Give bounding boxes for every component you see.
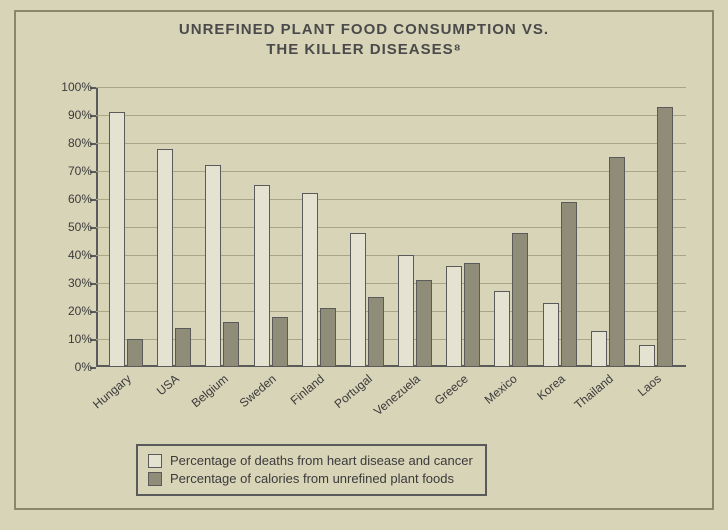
bar-group: Laos [632, 87, 680, 367]
legend-item-deaths: Percentage of deaths from heart disease … [148, 452, 473, 470]
x-axis-label: Korea [530, 367, 567, 403]
y-axis-label: 40% [68, 248, 96, 262]
plot-area: 0%10%20%30%40%50%60%70%80%90%100% Hungar… [96, 87, 686, 367]
chart-title: UNREFINED PLANT FOOD CONSUMPTION VS. THE… [16, 12, 712, 61]
bar-group: Portugal [343, 87, 391, 367]
x-axis-label: Greece [428, 367, 471, 408]
bar-deaths [109, 112, 125, 367]
bar-group: Greece [439, 87, 487, 367]
bar-plant [512, 233, 528, 367]
bar-group: USA [150, 87, 198, 367]
bar-plant [416, 280, 432, 367]
y-axis-label: 20% [68, 304, 96, 318]
bar-group: Finland [295, 87, 343, 367]
bar-group: Belgium [198, 87, 246, 367]
bar-deaths [591, 331, 607, 367]
bar-groups: HungaryUSABelgiumSwedenFinlandPortugalVe… [96, 87, 686, 367]
legend-label-plant: Percentage of calories from unrefined pl… [170, 470, 454, 488]
bar-group: Hungary [102, 87, 150, 367]
bar-plant [657, 107, 673, 367]
x-axis-label: Belgium [184, 367, 230, 410]
legend-swatch-deaths [148, 454, 162, 468]
x-axis-label: Laos [631, 367, 664, 399]
bar-plant [223, 322, 239, 367]
y-axis-label: 80% [68, 136, 96, 150]
legend-item-plant: Percentage of calories from unrefined pl… [148, 470, 473, 488]
bar-group: Venezuela [391, 87, 439, 367]
bar-plant [464, 263, 480, 367]
bar-deaths [157, 149, 173, 367]
x-axis-label: Finland [284, 367, 327, 408]
bar-deaths [350, 233, 366, 367]
bar-deaths [302, 193, 318, 367]
bar-deaths [639, 345, 655, 367]
bar-plant [609, 157, 625, 367]
bar-deaths [543, 303, 559, 367]
bar-plant [127, 339, 143, 367]
y-axis-label: 60% [68, 192, 96, 206]
x-axis-label: Mexico [478, 367, 520, 407]
y-axis-label: 30% [68, 276, 96, 290]
x-axis-label: Sweden [233, 367, 279, 410]
legend: Percentage of deaths from heart disease … [136, 444, 487, 496]
bar-deaths [254, 185, 270, 367]
bar-deaths [446, 266, 462, 367]
bar-group: Mexico [487, 87, 535, 367]
y-axis-label: 90% [68, 108, 96, 122]
title-line-2: THE KILLER DISEASES⁸ [266, 41, 461, 58]
legend-label-deaths: Percentage of deaths from heart disease … [170, 452, 473, 470]
bar-plant [320, 308, 336, 367]
x-axis-label: Thailand [568, 367, 616, 412]
y-axis-label: 70% [68, 164, 96, 178]
x-axis-label: Venezuela [367, 367, 423, 418]
legend-swatch-plant [148, 472, 162, 486]
bar-plant [561, 202, 577, 367]
bar-plant [368, 297, 384, 367]
x-axis-label: USA [151, 367, 183, 398]
bar-plant [175, 328, 191, 367]
y-axis-label: 50% [68, 220, 96, 234]
bar-group: Korea [536, 87, 584, 367]
title-line-1: UNREFINED PLANT FOOD CONSUMPTION VS. [179, 21, 549, 38]
chart-frame: UNREFINED PLANT FOOD CONSUMPTION VS. THE… [14, 10, 714, 510]
bar-deaths [494, 291, 510, 367]
bar-deaths [205, 165, 221, 367]
bar-group: Sweden [247, 87, 295, 367]
y-axis-label: 0% [75, 360, 96, 374]
bar-plant [272, 317, 288, 367]
y-axis-label: 10% [68, 332, 96, 346]
bar-group: Thailand [584, 87, 632, 367]
y-axis-label: 100% [61, 80, 96, 94]
bar-deaths [398, 255, 414, 367]
